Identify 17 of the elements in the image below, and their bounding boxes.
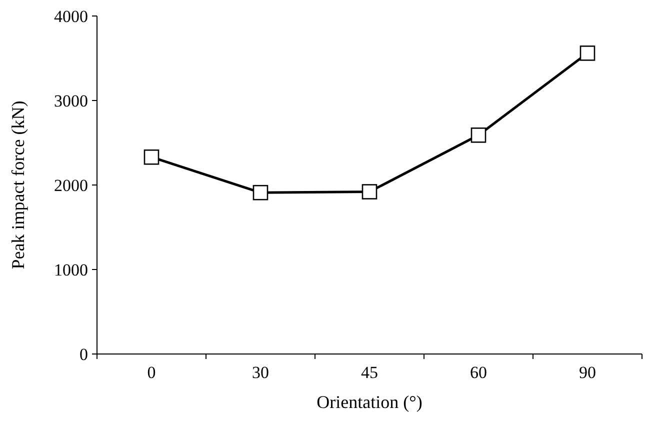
point — [362, 184, 378, 200]
x-tick-label: 45 — [361, 363, 378, 382]
x-tick-label: 90 — [579, 363, 596, 382]
point — [580, 46, 596, 61]
x-axis-title: Orientation (°) — [316, 392, 422, 412]
y-tick-label: 2000 — [54, 176, 88, 195]
y-tick-label: 1000 — [54, 260, 88, 280]
x-tick-label: 0 — [147, 363, 156, 382]
y-axis-title: Peak impact force (kN) — [8, 100, 28, 270]
y-tick-label: 3000 — [54, 91, 88, 110]
y-tick-label: 4000 — [54, 6, 88, 26]
point — [252, 184, 268, 200]
x-tick-label: 60 — [470, 363, 487, 382]
point — [470, 127, 486, 143]
x-tick-label: 30 — [252, 363, 269, 382]
y-tick-label: 0 — [80, 344, 88, 364]
point — [144, 149, 160, 165]
